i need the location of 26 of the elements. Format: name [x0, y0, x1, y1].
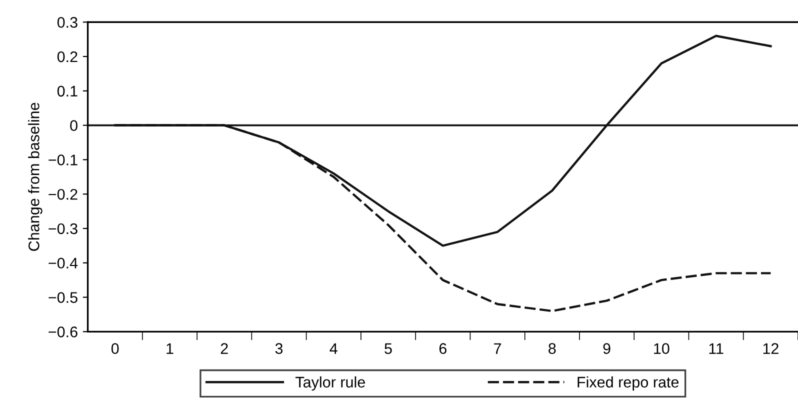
x-tick-label: 1 — [166, 343, 174, 354]
y-tick-label: 0.2 — [57, 51, 78, 62]
y-tick-label: 0.1 — [57, 86, 78, 97]
x-tick-label: 8 — [548, 343, 556, 354]
y-tick-label: −0.5 — [48, 292, 78, 303]
y-tick-label: −0.6 — [48, 326, 78, 338]
y-axis-title: Change from baseline — [28, 102, 42, 251]
y-tick-label: −0.4 — [48, 258, 78, 269]
x-tick-label: 9 — [603, 343, 610, 354]
x-tick-label: 5 — [384, 343, 392, 354]
y-tick-label: −0.3 — [48, 223, 78, 234]
legend-label: Taylor rule — [296, 376, 365, 391]
x-tick-label: 3 — [275, 343, 283, 354]
x-tick-label: 7 — [494, 343, 502, 354]
x-tick-label: 12 — [763, 343, 778, 354]
x-tick-label: 4 — [330, 343, 338, 354]
x-tick-label: 2 — [220, 343, 228, 354]
x-tick-label: 0 — [111, 343, 119, 354]
legend-label: Fixed repo rate — [578, 376, 679, 391]
y-tick-label: −0.2 — [48, 188, 78, 200]
x-tick-label: 10 — [654, 343, 670, 354]
y-tick-label: −0.1 — [48, 154, 78, 166]
x-tick-label: 11 — [709, 343, 724, 354]
y-tick-label: 0 — [70, 120, 78, 131]
x-tick-label: 6 — [439, 343, 446, 354]
y-tick-label: 0.3 — [57, 16, 78, 28]
